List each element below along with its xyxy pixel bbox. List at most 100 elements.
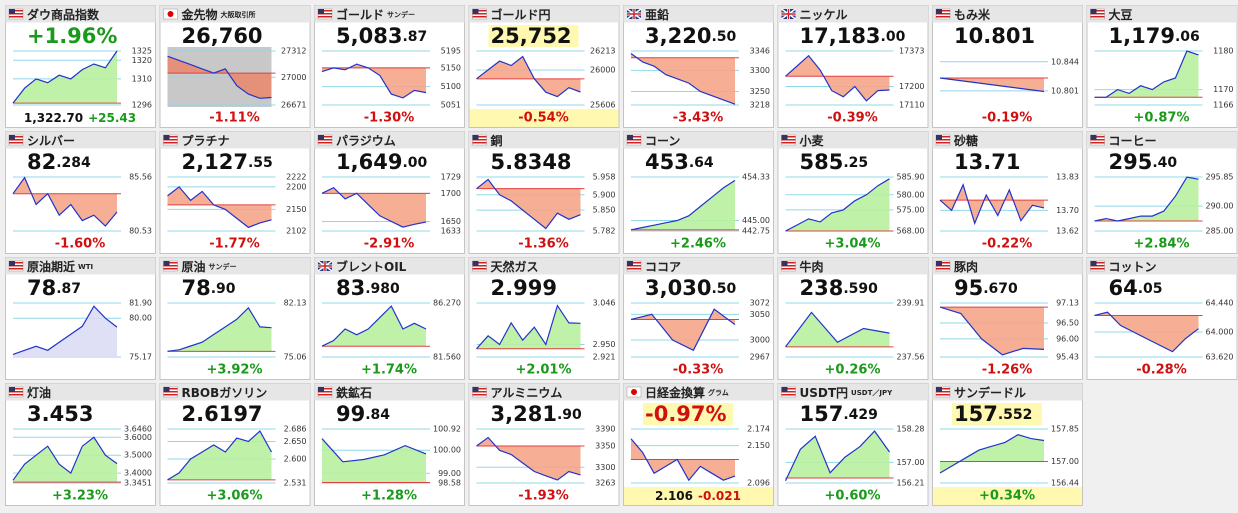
flag-stripe bbox=[781, 268, 796, 270]
flag-stripe bbox=[627, 268, 641, 270]
tile-name: ブレントOIL bbox=[336, 259, 407, 274]
flag-stripe bbox=[163, 136, 178, 138]
y-tick-label: 237.56 bbox=[897, 353, 925, 362]
tile-bg bbox=[314, 131, 465, 254]
area bbox=[167, 56, 272, 99]
flag-stripe bbox=[472, 139, 487, 141]
y-tick-label: 81.560 bbox=[433, 353, 461, 362]
price-part: 26,760 bbox=[182, 24, 263, 48]
y-tick-label: 96.50 bbox=[1056, 319, 1079, 328]
flag-stripe bbox=[9, 265, 23, 267]
y-tick-label: 13.62 bbox=[1056, 227, 1079, 236]
area bbox=[13, 177, 117, 226]
y-tick-label: 3000 bbox=[750, 336, 770, 345]
y-tick-label: 2.950 bbox=[593, 340, 616, 349]
tile-name: 天然ガス bbox=[491, 259, 539, 274]
change: -1.11% bbox=[209, 111, 260, 126]
tile-bg bbox=[623, 131, 774, 254]
tile-name: ゴールド円 bbox=[491, 7, 551, 22]
y-tick-label: 2.174 bbox=[747, 425, 770, 434]
tile-bg bbox=[777, 131, 929, 254]
price-part: 585 bbox=[800, 150, 844, 174]
y-tick-label: 27000 bbox=[281, 73, 306, 82]
tile-header bbox=[623, 5, 774, 23]
price: 157.552 bbox=[954, 402, 1032, 426]
y-tick-label: 25606 bbox=[590, 101, 615, 110]
price-part: .84 bbox=[365, 407, 390, 423]
change: -1.60% bbox=[55, 237, 106, 252]
y-tick-label: 5.900 bbox=[593, 190, 616, 199]
flag-stripe bbox=[318, 388, 332, 390]
y-tick-label: 157.00 bbox=[1051, 457, 1079, 466]
flag-stripe bbox=[9, 16, 23, 18]
tile-note: WTI bbox=[78, 263, 93, 271]
tile-header bbox=[5, 383, 156, 401]
tile-name: もみ米 bbox=[954, 7, 991, 22]
tile-name: ココア bbox=[645, 260, 681, 274]
tile-name-text: ダウ商品指数 bbox=[27, 7, 100, 22]
price-highlight bbox=[952, 403, 1042, 425]
flag-stripe bbox=[9, 388, 23, 390]
price-part: .87 bbox=[402, 29, 427, 45]
price: -0.97% bbox=[645, 402, 727, 426]
tile-header bbox=[314, 5, 465, 23]
tile-header bbox=[160, 5, 310, 23]
change: +2.01% bbox=[516, 363, 572, 378]
y-tick-label: 1729 bbox=[441, 173, 461, 182]
flag-stripe bbox=[472, 262, 487, 264]
flag-stripe bbox=[781, 136, 796, 138]
price-part: 10.801 bbox=[954, 24, 1035, 48]
y-tick-label: 75.17 bbox=[129, 353, 152, 362]
y-tick-label: 158.28 bbox=[897, 425, 925, 434]
price: 26,760 bbox=[182, 24, 263, 48]
flag-canton bbox=[472, 135, 479, 140]
flag-canton bbox=[781, 387, 788, 392]
tile-name: コーヒー bbox=[1109, 134, 1157, 148]
tile-name-text: USDT円 bbox=[800, 386, 849, 400]
flag-stripe bbox=[472, 388, 487, 390]
y-tick-label: 3218 bbox=[750, 101, 770, 110]
tile-bg bbox=[5, 383, 156, 506]
price: 25,752 bbox=[491, 24, 572, 48]
footer-highlight bbox=[624, 487, 773, 505]
price: +1.96% bbox=[27, 24, 117, 48]
area bbox=[785, 55, 890, 101]
flag-stripe bbox=[163, 391, 178, 393]
price-part: 1,649 bbox=[336, 150, 402, 174]
price-part: +1.96% bbox=[27, 24, 117, 48]
price-part: 95 bbox=[954, 276, 983, 300]
flag bbox=[935, 8, 951, 20]
flag bbox=[317, 386, 333, 398]
tile-name: RBOBガソリン bbox=[182, 385, 268, 400]
flag-stripe bbox=[781, 262, 796, 264]
price-line bbox=[1094, 176, 1199, 222]
flag-cross bbox=[318, 261, 332, 271]
price-line bbox=[630, 308, 736, 352]
flag-stripe bbox=[9, 262, 23, 264]
price-part: .90 bbox=[211, 281, 236, 297]
price-part: .87 bbox=[56, 281, 81, 297]
flag-stripe bbox=[936, 265, 950, 267]
y-tick-label: 1320 bbox=[132, 56, 152, 65]
y-tick-label: 454.33 bbox=[742, 173, 770, 182]
change: -0.39% bbox=[827, 111, 878, 126]
flag-canton bbox=[936, 9, 942, 14]
y-tick-label: 1170 bbox=[1213, 85, 1233, 94]
flag-canton bbox=[1090, 9, 1097, 14]
tile: USDT円 USDT／JPY 157.429 158.28 157.00 156.21 +0… bbox=[777, 383, 929, 506]
tile: 砂糖 13.71 13.83 13.70 13.62 -0.22% bbox=[932, 131, 1083, 254]
tile-note: 大阪取引所 bbox=[221, 10, 256, 19]
flag bbox=[1090, 134, 1105, 146]
change: +0.87% bbox=[1134, 111, 1190, 126]
flag-stripe bbox=[936, 13, 950, 15]
tile-header bbox=[469, 131, 619, 149]
price-line bbox=[476, 304, 581, 350]
flag-stripe bbox=[936, 388, 950, 390]
tile-header bbox=[623, 131, 774, 149]
flag-stripe bbox=[781, 265, 796, 267]
tile-name-text: RBOBガソリン bbox=[182, 385, 268, 400]
tile-name-text: 豚肉 bbox=[953, 259, 978, 274]
flag-stripe bbox=[781, 388, 796, 390]
